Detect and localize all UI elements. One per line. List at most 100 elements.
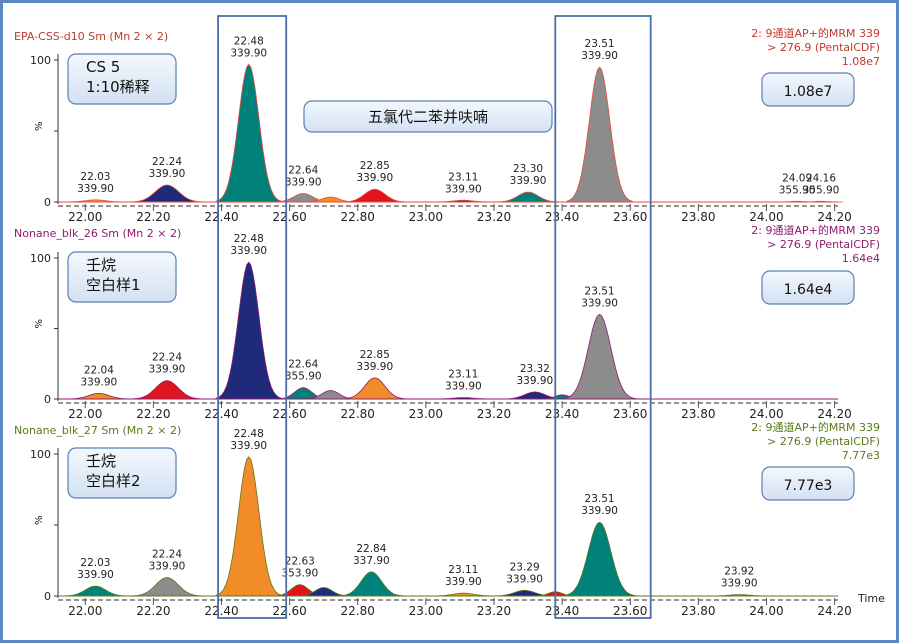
y-tick-label: 100 [30,252,51,265]
peak-area [215,456,282,597]
peak-rt-label: 24.09 [782,172,812,184]
y-axis-unit: % [34,515,45,525]
method-line: > 276.9 (PentalCDF) [767,41,880,54]
x-tick-label: 23.60 [613,407,647,421]
peak-mz-label: 339.90 [445,183,482,195]
peak-rt-label: 22.03 [80,171,110,183]
y-tick-label: 100 [30,448,51,461]
peak-rt-label: 23.32 [520,363,550,375]
peak-area [341,188,408,203]
peak-mz-label: 339.90 [80,376,117,388]
peak-area [130,577,204,597]
sample-label-text: CS 5 [86,58,120,76]
peak-rt-label: 23.11 [448,369,478,381]
method-line: 1.08e7 [842,55,880,68]
sample-label-box [67,447,177,499]
peak-mz-label: 339.90 [581,50,618,62]
peak-rt-label: 23.29 [510,561,540,573]
peak-area [130,380,204,400]
x-tick-label: 23.60 [613,210,647,224]
method-line: 1.64e4 [842,252,880,265]
intensity-box-text: 7.77e3 [784,478,833,494]
method-line: 2: 9通道AP+的MRM 339 [751,420,880,434]
peak-mz-label: 339.90 [77,569,114,581]
x-tick-label: 23.20 [477,407,511,421]
peak-mz-label: 339.90 [445,381,482,393]
peak-rt-label: 22.63 [285,556,315,568]
x-tick-label: 23.00 [409,210,443,224]
peak-rt-label: 23.51 [585,493,615,505]
x-tick-label: 24.00 [749,407,783,421]
sample-label-text: 1:10稀释 [86,78,150,96]
x-tick-label: 24.20 [817,604,851,618]
peak-area [563,313,636,400]
peak-area [566,66,633,203]
x-tick-label: 22.20 [136,407,170,421]
x-tick-label: 22.80 [341,407,375,421]
peak-rt-label: 24.16 [806,172,836,184]
x-tick-label: 22.40 [204,604,238,618]
peak-rt-label: 22.85 [360,160,390,172]
x-tick-label: 22.40 [204,407,238,421]
peak-mz-label: 355.90 [803,184,840,196]
peak-mz-label: 339.90 [356,172,393,184]
peak-rt-label: 22.04 [84,364,114,376]
peak-mz-label: 339.90 [581,297,618,309]
peak-area [338,571,405,597]
y-tick-label: 0 [44,590,51,603]
peak-rt-label: 22.03 [80,557,110,569]
peak-rt-label: 22.84 [356,543,386,555]
peak-mz-label: 339.90 [445,576,482,588]
x-tick-label: 22.00 [68,604,102,618]
peak-rt-label: 22.24 [152,156,182,168]
peak-area [215,63,282,203]
peak-rt-label: 22.48 [234,35,264,47]
peak-mz-label: 339.90 [356,361,393,373]
peak-mz-label: 355.90 [285,371,322,383]
y-axis-unit: % [34,319,45,329]
x-tick-label: 23.20 [477,604,511,618]
x-axis-unit: Time [857,592,885,605]
y-tick-label: 0 [44,393,51,406]
peak-rt-label: 23.51 [585,285,615,297]
peak-rt-label: 22.24 [152,549,182,561]
compound-label-box [303,100,553,133]
peak-mz-label: 339.90 [149,561,186,573]
peak-mz-label: 339.90 [149,364,186,376]
x-tick-label: 23.40 [545,210,579,224]
x-tick-label: 24.20 [817,210,851,224]
peak-mz-label: 339.90 [230,440,267,452]
x-tick-label: 23.00 [409,407,443,421]
sample-label-text: 空白样2 [86,472,141,490]
sample-label-text: 壬烷 [86,256,116,274]
peak-rt-label: 23.11 [448,171,478,183]
peak-rt-label: 23.30 [513,163,543,175]
peak-mz-label: 339.90 [230,47,267,59]
peak-mz-label: 339.90 [506,573,543,585]
peak-rt-label: 22.24 [152,352,182,364]
intensity-box [761,270,855,305]
x-tick-label: 24.00 [749,604,783,618]
x-tick-label: 23.00 [409,604,443,618]
method-line: 7.77e3 [842,449,880,462]
panel-title: Nonane_blk_26 Sm (Mn 2 × 2) [14,227,181,240]
intensity-box [761,72,855,107]
x-tick-label: 22.80 [341,604,375,618]
x-tick-label: 24.20 [817,407,851,421]
highlight-box [217,15,288,619]
peak-area [563,521,636,597]
peak-mz-label: 339.90 [510,175,547,187]
peak-area [494,191,562,203]
sample-label-text: 壬烷 [86,452,116,470]
peak-rt-label: 22.64 [288,164,318,176]
peak-area [215,261,282,400]
peak-area [62,585,129,597]
peak-mz-label: 339.90 [285,176,322,188]
sample-label-text: 空白样1 [86,276,141,294]
x-tick-label: 23.40 [545,604,579,618]
peak-area [129,184,205,203]
x-tick-label: 22.60 [272,407,306,421]
peak-rt-label: 23.92 [724,566,754,578]
